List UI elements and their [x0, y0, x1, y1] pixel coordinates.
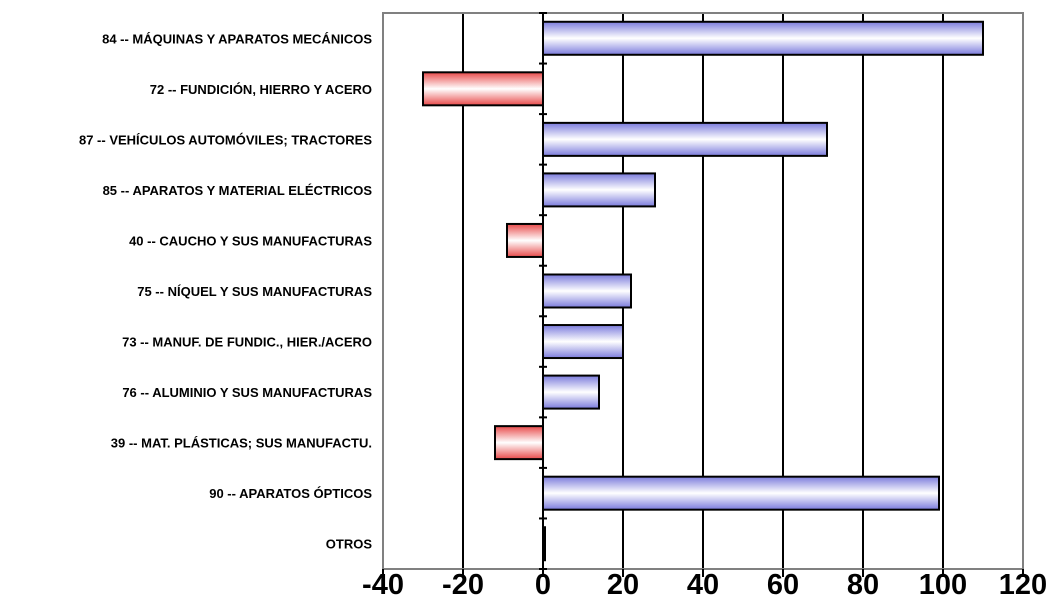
- x-tick-label: 0: [535, 569, 551, 598]
- bar: [494, 425, 544, 461]
- category-label: 73 -- MANUF. DE FUNDIC., HIER./ACERO: [122, 335, 372, 350]
- x-tick-label: 40: [687, 569, 719, 598]
- bar: [506, 222, 544, 258]
- x-tick-label: 120: [999, 569, 1047, 598]
- category-label: OTROS: [326, 537, 373, 552]
- bar: [542, 273, 632, 309]
- category-label: 90 -- APARATOS ÓPTICOS: [209, 486, 372, 501]
- x-tick-label: 100: [919, 569, 967, 598]
- bars: [422, 20, 984, 562]
- category-label: 72 -- FUNDICIÓN, HIERRO Y ACERO: [150, 82, 372, 97]
- bar: [542, 20, 984, 56]
- bar: [542, 324, 624, 360]
- category-label: 40 -- CAUCHO Y SUS MANUFACTURAS: [129, 233, 372, 248]
- x-tick-labels: -40 -20 0 20 40 60 80 100 120: [362, 569, 1047, 598]
- bar: [422, 71, 544, 107]
- category-label: 39 -- MAT. PLÁSTICAS; SUS MANUFACTU.: [111, 436, 372, 451]
- category-label: 85 -- APARATOS Y MATERIAL ELÉCTRICOS: [103, 183, 373, 198]
- x-tick-label: 80: [847, 569, 879, 598]
- bar: [542, 475, 940, 511]
- bar: [542, 172, 656, 208]
- category-label: 87 -- VEHÍCULOS AUTOMÓVILES; TRACTORES: [79, 132, 372, 147]
- axes: [382, 12, 1024, 577]
- category-label: 84 -- MÁQUINAS Y APARATOS MECÁNICOS: [102, 31, 372, 46]
- gridlines: [462, 13, 944, 569]
- x-tick-label: 20: [607, 569, 639, 598]
- category-label: 76 -- ALUMINIO Y SUS MANUFACTURAS: [122, 385, 372, 400]
- x-tick-label: 60: [767, 569, 799, 598]
- category-label: 75 -- NÍQUEL Y SUS MANUFACTURAS: [137, 284, 372, 299]
- category-labels: 84 -- MÁQUINAS Y APARATOS MECÁNICOS 72 --…: [79, 31, 372, 551]
- x-tick-label: -40: [362, 569, 404, 598]
- x-tick-label: -20: [442, 569, 484, 598]
- bar: [542, 374, 600, 410]
- bar: [542, 121, 828, 157]
